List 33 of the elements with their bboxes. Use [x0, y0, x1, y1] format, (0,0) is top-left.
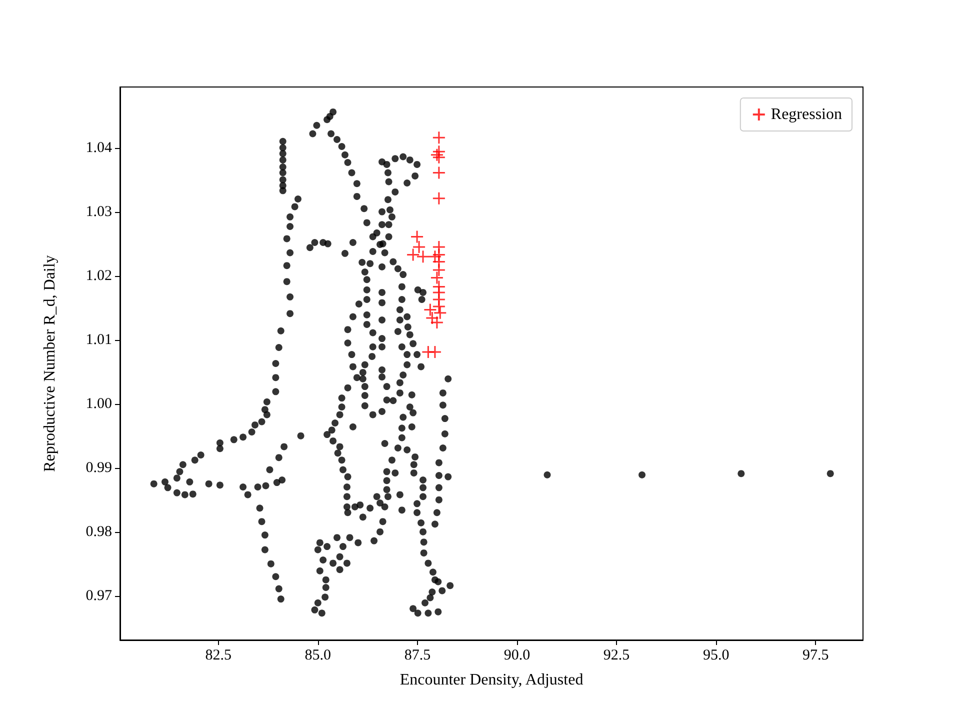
x-tick-label: 90.0 — [504, 648, 530, 664]
point — [432, 263, 446, 277]
x-tick-label: 87.5 — [404, 648, 431, 664]
point — [416, 250, 430, 264]
y-tick-label: 1.02 — [86, 268, 112, 284]
point — [432, 300, 446, 314]
x-tick-label: 92.5 — [603, 648, 630, 664]
x-tick-label: 85.0 — [304, 648, 332, 664]
y-axis-title: Reproductive Number R_d, Daily — [42, 255, 58, 472]
point — [430, 148, 444, 162]
y-tick-label: 1.00 — [86, 396, 112, 412]
y-tick-label: 1.04 — [86, 140, 112, 156]
x-tick-label: 82.5 — [205, 648, 232, 664]
point — [423, 302, 437, 316]
point — [432, 192, 446, 206]
y-tick-label: 0.98 — [86, 524, 112, 540]
y-tick-label: 0.99 — [86, 460, 112, 476]
y-tick-label: 1.03 — [86, 204, 112, 220]
y-tick-label: 1.01 — [86, 332, 112, 348]
x-tick-label: 95.0 — [702, 648, 730, 664]
point — [432, 130, 446, 144]
point — [406, 248, 420, 262]
point — [430, 270, 444, 284]
point — [432, 166, 446, 180]
point — [410, 230, 424, 244]
point — [432, 150, 446, 164]
x-tick-label: 97.5 — [802, 648, 829, 664]
point — [433, 306, 447, 320]
point — [412, 240, 426, 254]
y-tick-label: 0.97 — [86, 588, 112, 604]
legend-label: Regression — [770, 106, 842, 123]
x-axis-title: Encounter Density, Adjusted — [400, 672, 584, 688]
point — [428, 345, 442, 359]
